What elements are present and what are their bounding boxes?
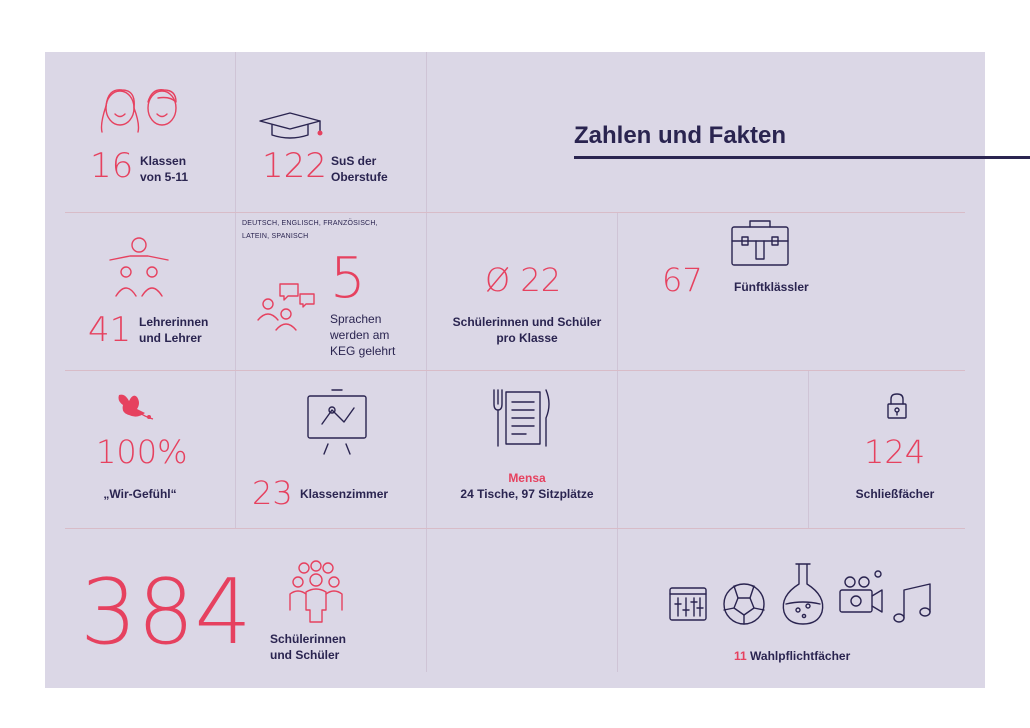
presentation-board-icon — [304, 388, 370, 463]
schueler-label-line2: und Schüler — [270, 648, 340, 662]
divider — [426, 52, 427, 672]
klassengroesse-label-line2: pro Klasse — [496, 331, 558, 345]
lehrer-number: 41 — [88, 310, 132, 350]
klassen-number: 16 — [90, 146, 134, 186]
wirgefuehl-number: 100% — [96, 433, 188, 471]
schliessfaecher-number: 124 — [864, 433, 926, 471]
mensa-label: 24 Tische, 97 Sitzplätze — [460, 487, 594, 501]
klassen-label: Klassen von 5-11 — [140, 153, 188, 185]
klassengroesse-number: Ø 22 — [485, 261, 562, 299]
teacher-group-icon — [106, 236, 172, 303]
oberstufe-number: 122 — [262, 146, 327, 186]
divider — [617, 212, 618, 672]
klassengroesse-label: Schülerinnen und Schüler pro Klasse — [427, 314, 627, 346]
klassen-label-line1: Klassen — [140, 154, 187, 168]
divider — [808, 370, 809, 528]
languages-line2: LATEIN, SPANISCH — [242, 233, 309, 240]
klassen-label-line2: von 5-11 — [140, 170, 189, 184]
schueler-label-line1: Schülerinnen — [270, 632, 347, 646]
sprachen-number: 5 — [330, 246, 366, 311]
mensa-title: Mensa — [508, 471, 546, 485]
divider — [65, 528, 965, 529]
klassenzimmer-number: 23 — [252, 474, 293, 512]
menu-cutlery-icon — [490, 386, 554, 455]
wahlpflicht-number: 11 — [734, 649, 747, 663]
title-underline — [574, 156, 1030, 159]
lehrer-label-line1: Lehrerinnen — [139, 315, 209, 329]
divider — [65, 370, 965, 371]
students-faces-icon — [96, 84, 188, 141]
sprachen-label-line3: KEG gelehrt — [330, 344, 396, 358]
oberstufe-label-line1: SuS der — [331, 154, 377, 168]
fuenftklaessler-label: Fünftklässler — [734, 280, 809, 294]
lehrer-label: Lehrerinnen und Lehrer — [139, 314, 208, 346]
schliessfaecher-label: Schließfächer — [855, 487, 935, 501]
briefcase-icon — [730, 219, 790, 272]
crowd-icon — [284, 560, 348, 629]
wirgefuehl-label: „Wir-Gefühl“ — [103, 487, 177, 501]
page-title: Zahlen und Fakten — [574, 122, 787, 149]
lock-icon — [886, 392, 908, 425]
sprachen-label: Sprachen werden am KEG gelehrt — [330, 311, 395, 359]
flask-icon — [782, 563, 824, 625]
schueler-number: 384 — [80, 560, 252, 665]
oberstufe-label-line2: Oberstufe — [331, 170, 388, 184]
schueler-label: Schülerinnen und Schüler — [270, 631, 346, 663]
divider — [235, 52, 236, 528]
wahlpflicht-icons — [668, 560, 938, 631]
klassenzimmer-label: Klassenzimmer — [300, 487, 389, 501]
divider — [65, 212, 965, 213]
sprachen-label-line1: Sprachen — [330, 312, 382, 326]
sprachen-label-line2: werden am — [330, 328, 390, 342]
fuenftklaessler-number: 67 — [662, 261, 703, 299]
klassengroesse-label-line1: Schülerinnen und Schüler — [452, 315, 602, 329]
soccer-ball-icon — [723, 583, 765, 625]
mixer-icon — [669, 587, 707, 621]
languages-line1: DEUTSCH, ENGLISCH, FRANZÖSISCH, — [242, 220, 378, 227]
music-note-icon — [893, 583, 931, 623]
graduation-cap-icon — [256, 111, 332, 146]
wahlpflicht-label: 11 Wahlpflichtfächer — [734, 648, 850, 664]
people-speech-icon — [256, 282, 318, 337]
dove-icon — [115, 391, 155, 430]
languages-list: DEUTSCH, ENGLISCH, FRANZÖSISCH, LATEIN, … — [242, 217, 378, 243]
lehrer-label-line2: und Lehrer — [139, 331, 202, 345]
wahlpflicht-text: Wahlpflichtfächer — [750, 649, 851, 663]
camera-icon — [839, 570, 883, 613]
oberstufe-label: SuS der Oberstufe — [331, 153, 388, 185]
